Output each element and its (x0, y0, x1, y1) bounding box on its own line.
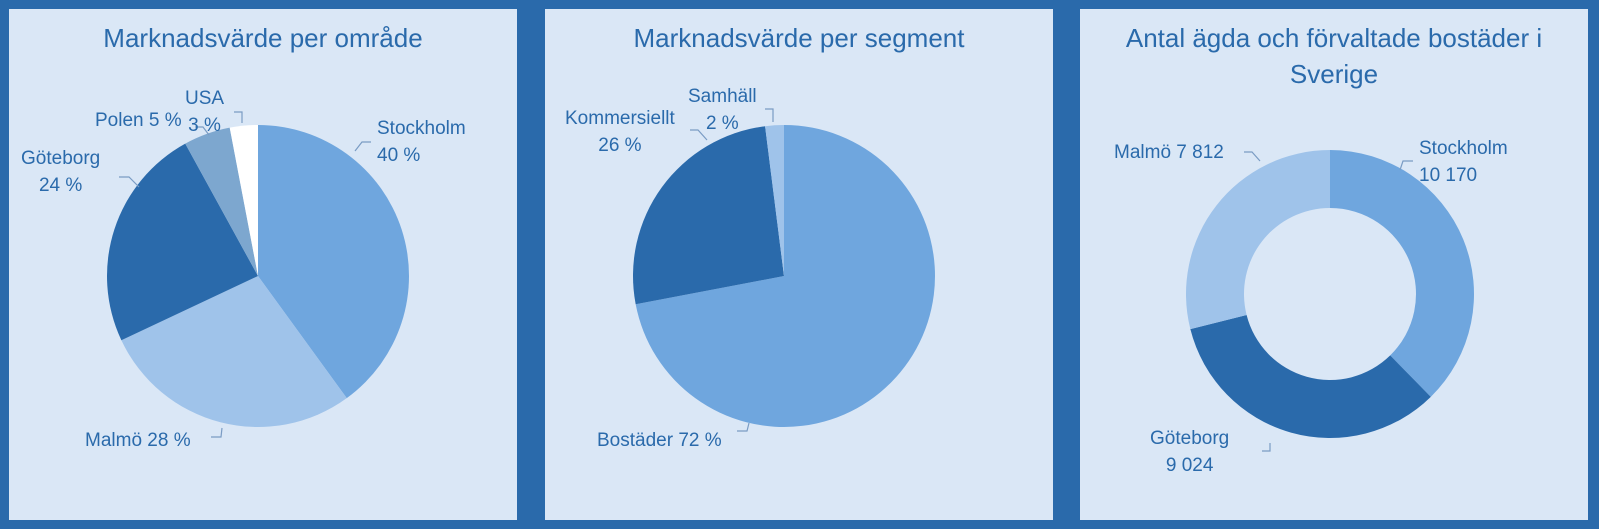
category-label: Samhäll (688, 86, 757, 107)
category-label: Bostäder (597, 430, 674, 451)
slice-malm- (121, 276, 347, 427)
donut-chart-bostader (1186, 150, 1474, 452)
chart-title: Antal ägda och förvaltade bostäder i Sve… (1125, 23, 1543, 89)
value-label: 5 % (148, 110, 182, 131)
slice-polen (185, 127, 258, 276)
category-label: Malmö (1114, 142, 1172, 163)
value-label: 26 % (598, 135, 642, 156)
category-label: Stockholm (377, 118, 466, 139)
slice-stockholm (1330, 150, 1474, 397)
slice-stockholm (258, 125, 409, 399)
slice-label-stockholm: Stockholm 40 % (377, 115, 466, 169)
pie-chart-segment (633, 108, 935, 432)
value-label: 7 812 (1176, 142, 1224, 163)
slice-g-teborg (1190, 315, 1431, 438)
category-label: Malmö (85, 430, 143, 451)
category-label: Göteborg (1150, 428, 1230, 449)
slice-label-polen: Polen 5 % (95, 107, 182, 134)
category-label: Göteborg (21, 148, 101, 169)
slice-label-goteborg: Göteborg 24 % (21, 145, 100, 199)
value-label: 9 024 (1165, 455, 1214, 476)
slice-label-bostader: Bostäder 72 % (597, 427, 722, 454)
value-label: 2 % (705, 113, 739, 134)
category-label: USA (185, 88, 225, 109)
slice-label-goteborg: Göteborg 9 024 (1150, 425, 1229, 479)
value-label: 28 % (147, 430, 191, 451)
category-label: Kommersiellt (565, 108, 675, 129)
slice-bost-der (635, 125, 935, 428)
category-label: Polen (95, 110, 144, 131)
slice-malm- (1186, 150, 1330, 330)
category-label: Stockholm (1419, 138, 1508, 159)
value-label: 40 % (377, 145, 421, 166)
chart-panel-segment: Marknadsvärde per segment Bostäder 72 % … (545, 9, 1053, 520)
slice-label-samhall: Samhäll 2 % (688, 83, 757, 137)
slice-samh-ll (765, 125, 784, 276)
chart-panel-bostader: Antal ägda och förvaltade bostäder i Sve… (1080, 9, 1588, 520)
slice-label-usa: USA 3 % (185, 85, 224, 139)
slice-label-stockholm: Stockholm 10 170 (1419, 135, 1508, 189)
slice-label-malmo: Malmö 28 % (85, 427, 191, 454)
value-label: 3 % (188, 115, 221, 136)
chart-title: Marknadsvärde per område (103, 23, 423, 53)
slice-label-kommersiellt: Kommersiellt 26 % (565, 105, 675, 159)
slice-g-teborg (106, 143, 258, 341)
slice-usa (229, 125, 258, 276)
slice-kommersiellt (633, 126, 784, 305)
value-label: 10 170 (1419, 165, 1478, 186)
chart-panel-area: Marknadsvärde per område Stockholm 40 % … (9, 9, 517, 520)
value-label: 72 % (678, 430, 722, 451)
slice-label-malmo: Malmö 7 812 (1114, 139, 1224, 166)
value-label: 24 % (38, 175, 83, 196)
pie-chart-area (106, 111, 409, 438)
chart-title: Marknadsvärde per segment (633, 23, 965, 53)
